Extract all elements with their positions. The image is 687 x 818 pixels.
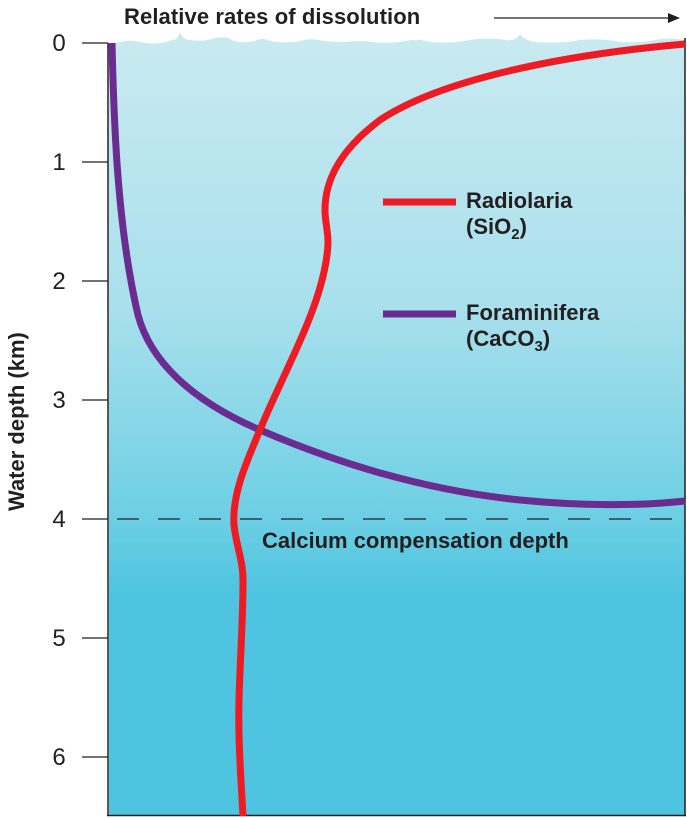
y-tick-label: 3 xyxy=(52,387,66,414)
legend-formula: (CaCO3) xyxy=(466,326,551,355)
chart-title-text: Relative rates of dissolution xyxy=(124,4,421,29)
y-tick-label: 5 xyxy=(52,625,66,652)
legend-name: Radiolaria xyxy=(466,188,573,213)
y-tick-label: 6 xyxy=(52,744,66,771)
legend-item-foraminifera: Foraminifera (CaCO3) xyxy=(466,300,600,355)
y-axis-label: Water depth (km) xyxy=(4,332,29,511)
chart-title: Relative rates of dissolution xyxy=(124,4,420,30)
water-area xyxy=(109,32,685,815)
y-ticks xyxy=(82,42,108,758)
legend-name: Foraminifera xyxy=(466,300,600,325)
y-tick-label: 4 xyxy=(52,506,66,533)
y-tick-label: 0 xyxy=(52,30,66,57)
legend-item-radiolaria: Radiolaria (SiO2) xyxy=(466,188,573,243)
ccd-label: Calcium compensation depth xyxy=(262,528,569,553)
y-tick-label: 1 xyxy=(52,149,66,176)
legend-formula: (SiO2) xyxy=(466,214,527,243)
arrow-right-icon xyxy=(494,13,680,23)
radiolaria-curve xyxy=(230,40,686,817)
y-tick-label: 2 xyxy=(52,268,66,295)
